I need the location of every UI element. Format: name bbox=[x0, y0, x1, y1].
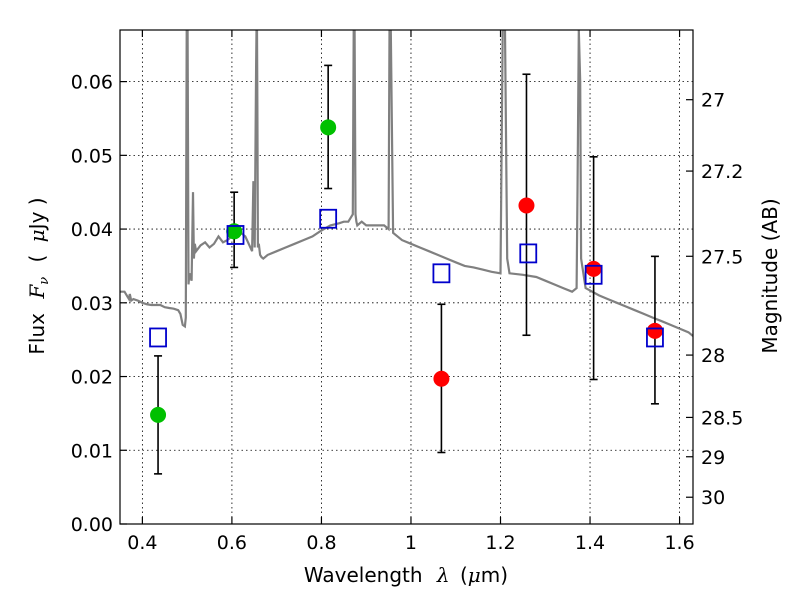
model-photometry-point bbox=[519, 243, 538, 264]
mag-tick-label: 28 bbox=[701, 345, 725, 367]
mag-tick-label: 30 bbox=[701, 487, 725, 509]
x-tick-label: 0.8 bbox=[306, 532, 336, 554]
y-tick-label: 0.02 bbox=[71, 367, 113, 389]
x-tick-label: 1.4 bbox=[575, 532, 605, 554]
y-tick-label: 0.01 bbox=[71, 440, 113, 462]
y-tick-label: 0.05 bbox=[71, 145, 113, 167]
x-tick-label: 1.2 bbox=[485, 532, 515, 554]
data-point bbox=[433, 370, 450, 387]
tick-layer: 0.4 0.6 0.8 1 1.2 1.4 1.6 0.00 0.01 0.02 0.03 0.04 0… bbox=[71, 30, 743, 554]
y-tick-label: 0.00 bbox=[71, 514, 113, 536]
model-photometry-point bbox=[226, 225, 245, 245]
grid-layer bbox=[120, 30, 693, 524]
y2-axis-title: Magnitude (AB) bbox=[758, 198, 782, 353]
plot-frame bbox=[119, 29, 694, 525]
model-photometry-point bbox=[319, 208, 338, 229]
data-marks bbox=[149, 64, 664, 475]
data-point bbox=[585, 260, 602, 277]
x-tick-label: 0.6 bbox=[217, 532, 247, 554]
model-photometry-point bbox=[584, 264, 603, 285]
mag-tick-label: 27 bbox=[701, 90, 725, 112]
x-tick-label: 0.4 bbox=[127, 532, 157, 554]
mag-tick-label: 27.5 bbox=[701, 246, 743, 268]
data-point bbox=[518, 197, 535, 214]
y-tick-label: 0.04 bbox=[71, 219, 113, 241]
y-tick-label: 0.06 bbox=[71, 72, 113, 94]
x-tick-label: 1 bbox=[405, 532, 417, 554]
data-point bbox=[150, 406, 167, 423]
mag-tick-label: 28.5 bbox=[701, 407, 743, 429]
model-spectrum-line bbox=[120, 30, 693, 337]
model-photometry-point bbox=[432, 263, 451, 284]
mag-tick-label: 27.2 bbox=[701, 161, 743, 183]
data-point bbox=[320, 119, 337, 136]
data-point bbox=[646, 322, 663, 339]
y-tick-label: 0.03 bbox=[71, 293, 113, 315]
y-axis-title: Flux Fν ( μJy ) bbox=[25, 197, 52, 354]
x-axis-title: Wavelength λ (μm) bbox=[304, 563, 508, 587]
model-photometry-point bbox=[646, 327, 664, 348]
model-photometry-point bbox=[149, 327, 167, 348]
x-tick-label: 1.6 bbox=[664, 532, 694, 554]
mag-tick-label: 29 bbox=[701, 447, 725, 469]
